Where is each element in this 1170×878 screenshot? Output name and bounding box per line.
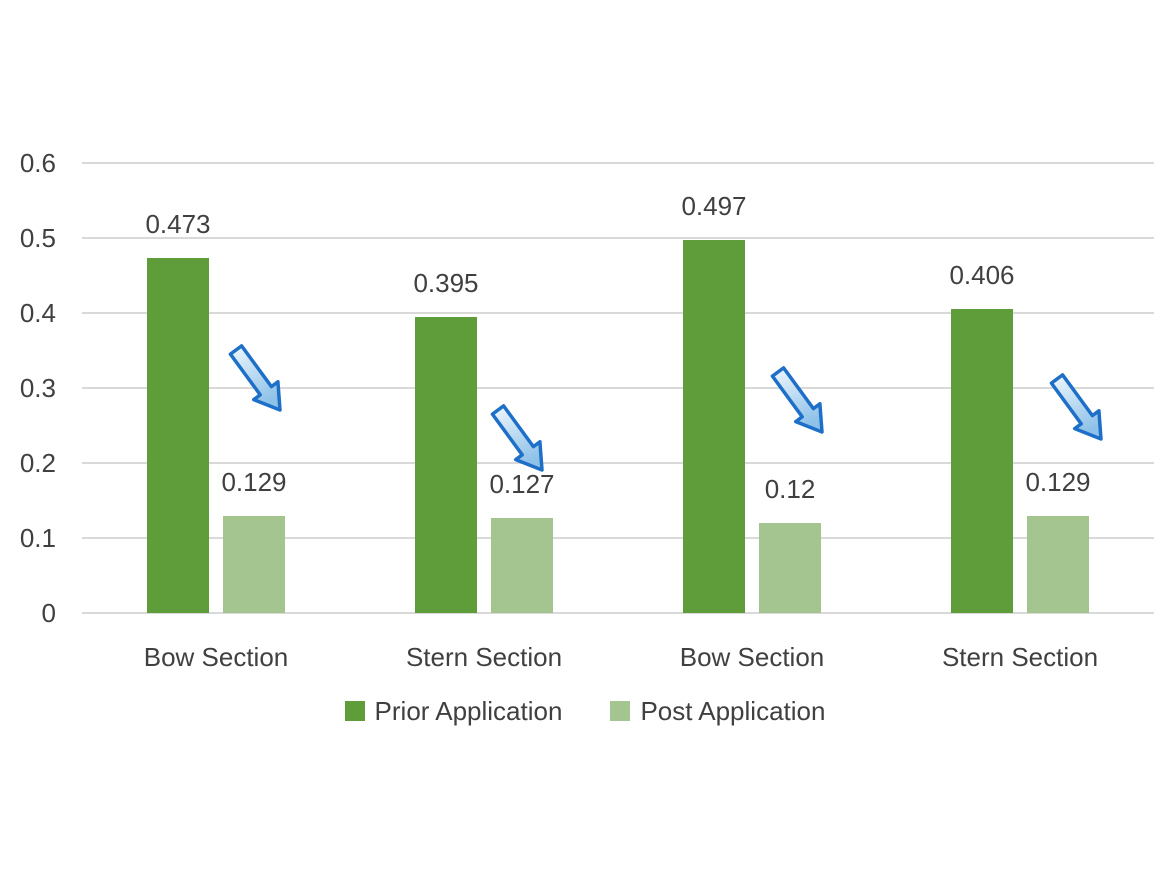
value-label: 0.12 (764, 474, 816, 504)
decrease-arrow-icon (770, 366, 828, 436)
bar-post-application (759, 523, 821, 613)
bar-prior-application (951, 308, 1013, 613)
decrease-arrow-icon (228, 344, 286, 414)
gridline (82, 237, 1154, 239)
legend-item-post-application: Post Application (610, 696, 825, 727)
y-axis-tick-label: 0.2 (19, 448, 56, 478)
decrease-arrow-icon (1049, 373, 1107, 443)
value-label: 0.127 (489, 468, 555, 499)
y-axis-tick-label: 0.6 (19, 148, 56, 178)
category-label: Bow Section (143, 642, 289, 672)
gridline (82, 462, 1154, 464)
legend-label-post: Post Application (640, 695, 826, 726)
gridline (82, 312, 1154, 314)
legend-swatch-prior-icon (344, 701, 365, 721)
y-axis-tick-label: 0.1 (19, 523, 56, 553)
decrease-arrow-icon (490, 404, 548, 474)
y-axis-tick-label: 0.3 (19, 373, 56, 403)
bar-post-application (1027, 516, 1089, 613)
bar-prior-application (147, 258, 209, 613)
gridline (82, 612, 1154, 614)
value-label: 0.395 (413, 267, 479, 298)
value-label: 0.497 (681, 191, 747, 222)
y-axis-tick-label: 0.4 (19, 298, 56, 328)
gridline (82, 387, 1154, 389)
legend-swatch-post-icon (610, 701, 631, 721)
category-label: Stern Section (941, 642, 1099, 672)
category-label: Bow Section (679, 642, 825, 672)
bar-post-application (223, 516, 285, 613)
gridline (82, 162, 1154, 164)
legend-item-prior-application: Prior Application (344, 695, 563, 727)
gridline (82, 537, 1154, 539)
value-label: 0.129 (221, 467, 287, 498)
y-axis-tick-label: 0 (41, 598, 56, 628)
y-axis-tick-label: 0.5 (19, 223, 56, 253)
legend: Prior Application Post Application (0, 694, 1170, 728)
value-label: 0.406 (949, 259, 1015, 290)
bar-prior-application (683, 240, 745, 613)
value-label: 0.129 (1025, 467, 1091, 498)
value-label: 0.473 (145, 209, 211, 240)
bar-post-application (491, 517, 553, 613)
bar-prior-application (415, 316, 477, 613)
category-label: Stern Section (405, 642, 563, 672)
legend-label-prior: Prior Application (374, 695, 563, 726)
